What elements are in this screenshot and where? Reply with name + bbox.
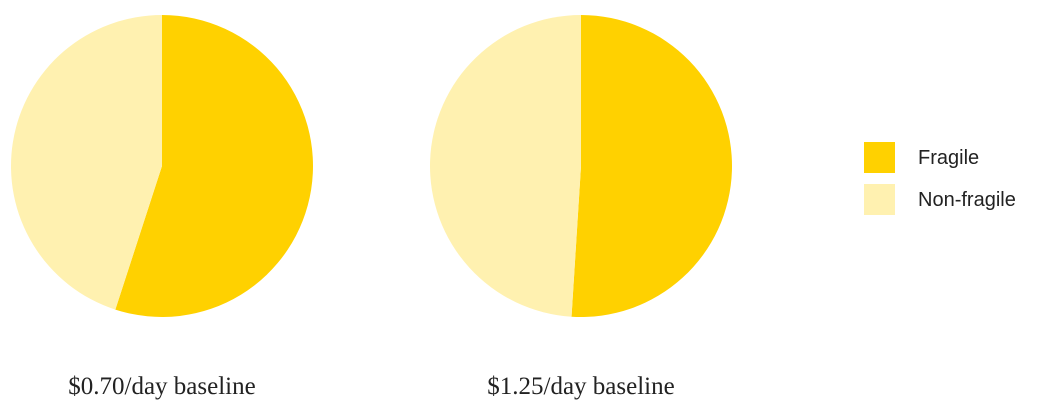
pie-070-caption: $0.70/day baseline <box>68 373 255 400</box>
pie-chart-070: $0.70/day baseline <box>10 15 313 400</box>
pie-070-slice-non-fragile <box>10 15 162 310</box>
pie-chart-125: $1.25/day baseline <box>430 15 733 400</box>
legend-label-non-fragile: Non-fragile <box>918 189 1016 211</box>
legend-label-fragile: Fragile <box>918 147 979 169</box>
pie-070-slices <box>10 15 313 317</box>
pie-070-slice-fragile <box>115 15 313 317</box>
legend-item-fragile: Fragile <box>864 142 979 173</box>
pie-125-caption: $1.25/day baseline <box>487 373 674 400</box>
pie-125-slice-fragile <box>571 15 733 317</box>
pie-125-slices <box>430 15 733 317</box>
chart-legend: Fragile Non-fragile <box>864 142 1016 215</box>
legend-item-non-fragile: Non-fragile <box>864 184 1016 215</box>
legend-swatch-fragile <box>864 142 895 173</box>
legend-swatch-non-fragile <box>864 184 895 215</box>
pie-125-slice-non-fragile <box>430 15 581 317</box>
